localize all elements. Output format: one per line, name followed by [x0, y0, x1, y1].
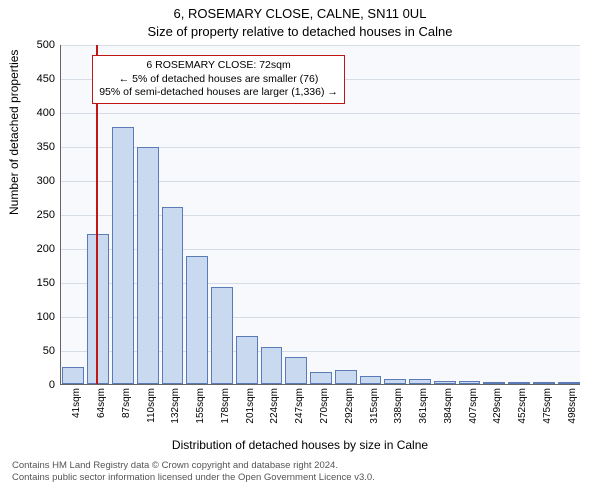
x-tick: 361sqm — [418, 388, 429, 424]
x-tick: 64sqm — [96, 388, 107, 418]
annotation-line: 95% of semi-detached houses are larger (… — [99, 86, 338, 100]
x-tick: 224sqm — [269, 388, 280, 424]
histogram-bar — [335, 370, 357, 384]
annotation-line: ← 5% of detached houses are smaller (76) — [99, 73, 338, 87]
chart-title-2: Size of property relative to detached ho… — [0, 24, 600, 39]
x-tick: 41sqm — [71, 388, 82, 418]
x-tick: 201sqm — [245, 388, 256, 424]
histogram-bar — [409, 379, 431, 384]
x-tick: 475sqm — [542, 388, 553, 424]
histogram-bar — [261, 347, 283, 384]
histogram-bar — [360, 376, 382, 384]
x-axis-label: Distribution of detached houses by size … — [0, 438, 600, 452]
gridline — [61, 113, 580, 114]
histogram-bar — [211, 287, 233, 384]
x-tick: 338sqm — [393, 388, 404, 424]
x-tick: 292sqm — [344, 388, 355, 424]
y-tick: 450 — [37, 73, 55, 85]
histogram-bar — [310, 372, 332, 384]
x-tick: 132sqm — [170, 388, 181, 424]
x-tick: 178sqm — [220, 388, 231, 424]
y-tick: 500 — [37, 39, 55, 51]
histogram-bar — [285, 357, 307, 384]
histogram-bar — [137, 147, 159, 384]
chart-container: 6, ROSEMARY CLOSE, CALNE, SN11 0UL Size … — [0, 0, 600, 500]
x-tick: 315sqm — [369, 388, 380, 424]
x-tick: 429sqm — [492, 388, 503, 424]
y-tick: 0 — [49, 379, 55, 391]
histogram-bar — [186, 256, 208, 384]
annotation-line: 6 ROSEMARY CLOSE: 72sqm — [99, 59, 338, 73]
x-tick: 452sqm — [517, 388, 528, 424]
x-tick: 155sqm — [195, 388, 206, 424]
x-tick: 498sqm — [567, 388, 578, 424]
footer-line-2: Contains public sector information licen… — [12, 472, 588, 484]
footer-credits: Contains HM Land Registry data © Crown c… — [12, 460, 588, 485]
y-axis-label: Number of detached properties — [7, 50, 21, 215]
footer-line-1: Contains HM Land Registry data © Crown c… — [12, 460, 588, 472]
y-tick: 300 — [37, 175, 55, 187]
histogram-bar — [459, 381, 481, 384]
histogram-bar — [87, 234, 109, 384]
histogram-bar — [558, 382, 580, 384]
plot-area: 05010015020025030035040045050041sqm64sqm… — [60, 45, 580, 385]
y-tick: 150 — [37, 277, 55, 289]
y-tick: 200 — [37, 243, 55, 255]
histogram-bar — [62, 367, 84, 384]
histogram-bar — [483, 382, 505, 384]
y-tick: 100 — [37, 311, 55, 323]
y-tick: 50 — [43, 345, 55, 357]
gridline — [61, 45, 580, 46]
histogram-bar — [112, 127, 134, 384]
x-tick: 87sqm — [121, 388, 132, 418]
y-tick: 400 — [37, 107, 55, 119]
histogram-bar — [533, 382, 555, 384]
histogram-bar — [434, 381, 456, 384]
x-tick: 110sqm — [146, 388, 157, 423]
histogram-bar — [384, 379, 406, 384]
histogram-bar — [162, 207, 184, 384]
y-tick: 250 — [37, 209, 55, 221]
x-tick: 407sqm — [468, 388, 479, 424]
y-tick: 350 — [37, 141, 55, 153]
x-tick: 270sqm — [319, 388, 330, 424]
x-tick: 384sqm — [443, 388, 454, 424]
chart-title-1: 6, ROSEMARY CLOSE, CALNE, SN11 0UL — [0, 6, 600, 21]
histogram-bar — [508, 382, 530, 384]
annotation-box: 6 ROSEMARY CLOSE: 72sqm← 5% of detached … — [92, 55, 345, 104]
x-tick: 247sqm — [294, 388, 305, 424]
histogram-bar — [236, 336, 258, 384]
